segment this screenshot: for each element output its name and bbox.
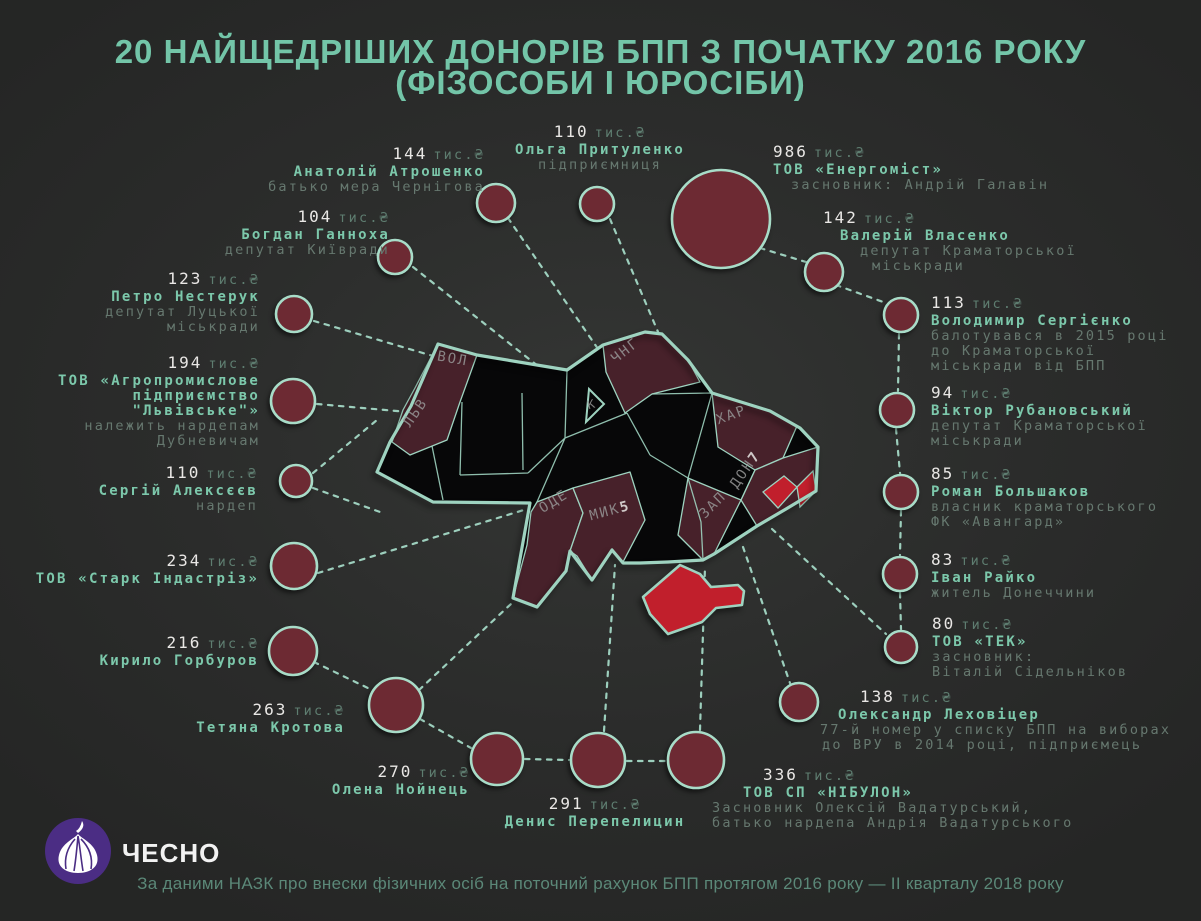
donor-circle-ahropromyslove bbox=[269, 377, 317, 425]
donor-circle-raiko bbox=[881, 555, 919, 593]
connector-line bbox=[315, 402, 410, 414]
donor-circle-krotova bbox=[367, 676, 425, 734]
logo-wordmark: ЧЕСНО bbox=[122, 837, 221, 868]
map-region-label-К: К bbox=[586, 396, 599, 412]
donor-circle-enerhomist bbox=[670, 168, 772, 270]
connector-line bbox=[898, 509, 903, 557]
connector-line bbox=[896, 332, 901, 393]
connector-line bbox=[506, 216, 609, 364]
donor-circle-prytulenko bbox=[578, 185, 616, 223]
garlic-cloves bbox=[64, 835, 93, 872]
donor-circle-nesteruk bbox=[274, 294, 314, 334]
garlic-sprout bbox=[76, 821, 84, 833]
donor-circle-tek bbox=[883, 629, 919, 665]
map-region-label-ВОЛ: ВОЛ bbox=[436, 348, 470, 369]
map-region-west bbox=[391, 343, 478, 456]
connector-line bbox=[411, 265, 579, 399]
connector-line bbox=[834, 283, 888, 305]
connector-line bbox=[608, 217, 666, 348]
connector-line bbox=[312, 319, 442, 360]
donor-circle-perepelytsyn bbox=[569, 731, 627, 789]
donor-circle-vlasenko bbox=[803, 251, 845, 293]
connector-line bbox=[316, 507, 529, 575]
donor-circle-hannokha bbox=[376, 238, 414, 276]
donor-circle-nibulon bbox=[666, 730, 726, 790]
connector-line bbox=[523, 757, 571, 762]
connector-line bbox=[311, 418, 379, 475]
connector-line bbox=[311, 486, 382, 514]
garlic-logo-icon bbox=[45, 818, 111, 884]
donor-circle-rubanovskyi bbox=[878, 391, 916, 429]
donor-circle-aleksieiev bbox=[278, 463, 314, 499]
page-title: 20 НАЙЩЕДРІШИХ ДОНОРІВ БПП З ПОЧАТКУ 201… bbox=[0, 33, 1201, 101]
donor-circle-stark bbox=[269, 541, 319, 591]
donor-circle-horburov bbox=[267, 625, 319, 677]
source-note: За даними НАЗК про внески фізичних осіб … bbox=[137, 874, 1064, 893]
chesno-logo: ЧЕСНО bbox=[44, 817, 220, 885]
map-outer-border bbox=[375, 330, 820, 609]
connector-line bbox=[894, 427, 902, 475]
connector-line bbox=[898, 591, 903, 631]
connector-line bbox=[741, 545, 793, 688]
garlic-bulb bbox=[58, 834, 98, 873]
map-region-crimea bbox=[641, 563, 746, 636]
donor-circles bbox=[267, 168, 920, 790]
title-line1: 20 НАЙЩЕДРІШИХ ДОНОРІВ БПП З ПОЧАТКУ 201… bbox=[114, 33, 1087, 70]
connector-line bbox=[312, 660, 374, 692]
map-inner-borders bbox=[431, 369, 756, 561]
connector-line bbox=[602, 563, 617, 733]
donor-circle-lekhovitser bbox=[778, 681, 820, 723]
donor-circle-noinets bbox=[469, 731, 525, 787]
donor-circle-bolshakov bbox=[882, 473, 920, 511]
connector-line bbox=[758, 246, 808, 264]
connector-line bbox=[770, 527, 888, 636]
donor-circle-atroshenko bbox=[475, 182, 517, 224]
connector-line bbox=[418, 717, 473, 750]
connector-lines bbox=[311, 216, 903, 763]
title-line2: (ФІЗОСОБИ І ЮРОСІБИ) bbox=[395, 64, 806, 101]
map-kyiv-triangle bbox=[584, 386, 606, 425]
connector-line bbox=[417, 601, 514, 692]
region-badge: 5 bbox=[618, 498, 632, 516]
donor-circle-serhiienko bbox=[882, 296, 920, 334]
